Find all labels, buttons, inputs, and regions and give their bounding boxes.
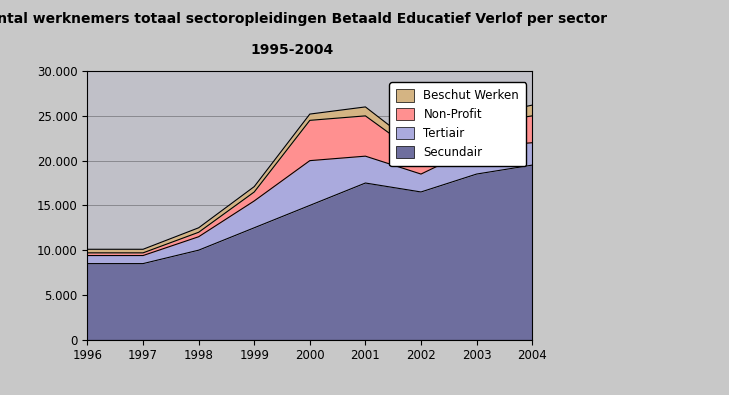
Legend: Beschut Werken, Non-Profit, Tertiair, Secundair: Beschut Werken, Non-Profit, Tertiair, Se… (389, 83, 526, 166)
Text: Aantal werknemers totaal sectoropleidingen Betaald Educatief Verlof per sector: Aantal werknemers totaal sectoropleiding… (0, 12, 607, 26)
Text: 1995-2004: 1995-2004 (250, 43, 333, 57)
